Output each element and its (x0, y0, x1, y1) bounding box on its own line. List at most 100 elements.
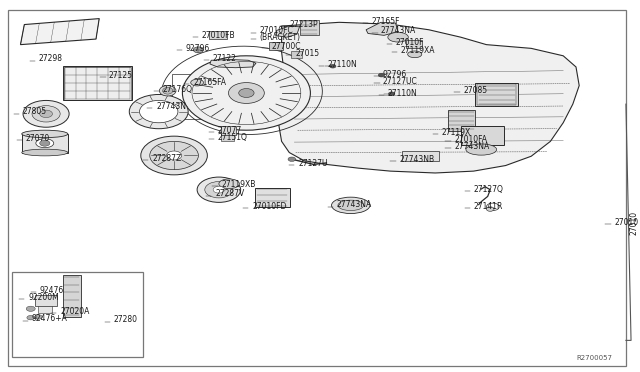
Circle shape (486, 203, 499, 211)
Text: 27287Z: 27287Z (152, 154, 182, 163)
Polygon shape (278, 22, 579, 173)
Polygon shape (366, 22, 398, 35)
Text: 27280: 27280 (114, 315, 138, 324)
Circle shape (27, 315, 35, 320)
Text: 27010FA: 27010FA (454, 135, 488, 144)
Circle shape (35, 315, 42, 319)
Bar (300, 20, 319, 35)
Bar (255, 188, 290, 207)
Ellipse shape (22, 130, 68, 138)
Polygon shape (276, 26, 300, 37)
Circle shape (40, 140, 50, 146)
Text: 27141R: 27141R (474, 202, 503, 211)
Bar (461, 126, 504, 145)
Circle shape (40, 110, 52, 118)
Circle shape (228, 83, 264, 103)
Text: 92476+A: 92476+A (32, 314, 68, 323)
Bar (209, 31, 227, 39)
Text: 27010: 27010 (614, 218, 639, 227)
Text: 27165FA: 27165FA (193, 78, 227, 87)
Ellipse shape (36, 139, 54, 148)
Bar (12, 272, 143, 357)
Bar (269, 42, 283, 50)
Bar (221, 135, 234, 141)
Text: 27127UC: 27127UC (383, 77, 417, 86)
Text: 27110N: 27110N (388, 89, 417, 98)
Text: 27010F: 27010F (396, 38, 424, 46)
Ellipse shape (159, 86, 176, 96)
Text: 27151Q: 27151Q (218, 133, 248, 142)
Text: 27127Q: 27127Q (474, 185, 504, 194)
Text: 27119XB: 27119XB (221, 180, 256, 189)
Text: 27010FB: 27010FB (202, 31, 236, 40)
Bar (448, 110, 475, 131)
Text: 27743N: 27743N (156, 102, 186, 111)
Text: 27743NA: 27743NA (337, 201, 372, 209)
Polygon shape (210, 60, 256, 68)
Bar (35, 295, 57, 306)
Bar (63, 66, 132, 100)
Ellipse shape (163, 87, 173, 94)
Text: R2700057: R2700057 (576, 355, 612, 361)
Circle shape (378, 73, 385, 77)
Text: 27085: 27085 (463, 86, 488, 95)
Bar (38, 306, 52, 313)
Polygon shape (20, 19, 99, 45)
Text: 27805: 27805 (22, 108, 47, 116)
Text: 27743NA: 27743NA (381, 26, 416, 35)
Bar (477, 84, 516, 105)
Text: 27165F: 27165F (371, 17, 400, 26)
Ellipse shape (191, 79, 204, 86)
Text: 27010FC: 27010FC (260, 26, 294, 35)
Ellipse shape (388, 32, 408, 42)
Ellipse shape (408, 51, 422, 58)
Circle shape (205, 182, 233, 198)
Text: 27077: 27077 (218, 126, 242, 135)
Ellipse shape (466, 144, 497, 155)
Text: 27119X: 27119X (442, 128, 471, 137)
Text: 27070: 27070 (26, 134, 50, 143)
Text: 27010: 27010 (629, 211, 638, 235)
Ellipse shape (219, 179, 239, 189)
Text: 27700C: 27700C (271, 42, 301, 51)
Bar (291, 51, 302, 58)
Circle shape (150, 141, 198, 170)
Bar (221, 126, 236, 135)
Text: 27743NA: 27743NA (454, 142, 490, 151)
Circle shape (239, 89, 254, 97)
Bar (22, 134, 68, 153)
Circle shape (26, 306, 35, 311)
Ellipse shape (338, 200, 364, 211)
Bar (402, 151, 439, 161)
Text: 27020A: 27020A (60, 307, 90, 316)
Text: 27125: 27125 (109, 71, 133, 80)
Text: 27119XA: 27119XA (401, 46, 435, 55)
Bar (406, 40, 422, 48)
Circle shape (330, 64, 336, 68)
Text: 27010FD: 27010FD (252, 202, 287, 211)
Circle shape (213, 186, 225, 193)
Text: 92796: 92796 (383, 70, 407, 78)
Circle shape (141, 136, 207, 175)
Ellipse shape (332, 197, 370, 214)
Circle shape (166, 151, 182, 160)
Bar (64, 67, 131, 100)
Text: 27127U: 27127U (298, 159, 328, 168)
Circle shape (140, 100, 178, 123)
Bar (63, 275, 81, 317)
Text: 27213P: 27213P (289, 20, 318, 29)
Circle shape (388, 92, 395, 96)
Circle shape (182, 56, 310, 130)
Bar (172, 74, 221, 119)
Circle shape (486, 207, 494, 211)
Text: 92200M: 92200M (28, 293, 59, 302)
Text: 27287V: 27287V (215, 189, 244, 198)
Circle shape (288, 157, 296, 161)
Circle shape (129, 94, 188, 129)
Circle shape (32, 106, 60, 122)
Circle shape (23, 100, 69, 127)
Text: 27176Q: 27176Q (163, 85, 193, 94)
Text: 27743NB: 27743NB (399, 155, 435, 164)
Text: 92476: 92476 (40, 286, 64, 295)
Text: 27015: 27015 (295, 49, 319, 58)
